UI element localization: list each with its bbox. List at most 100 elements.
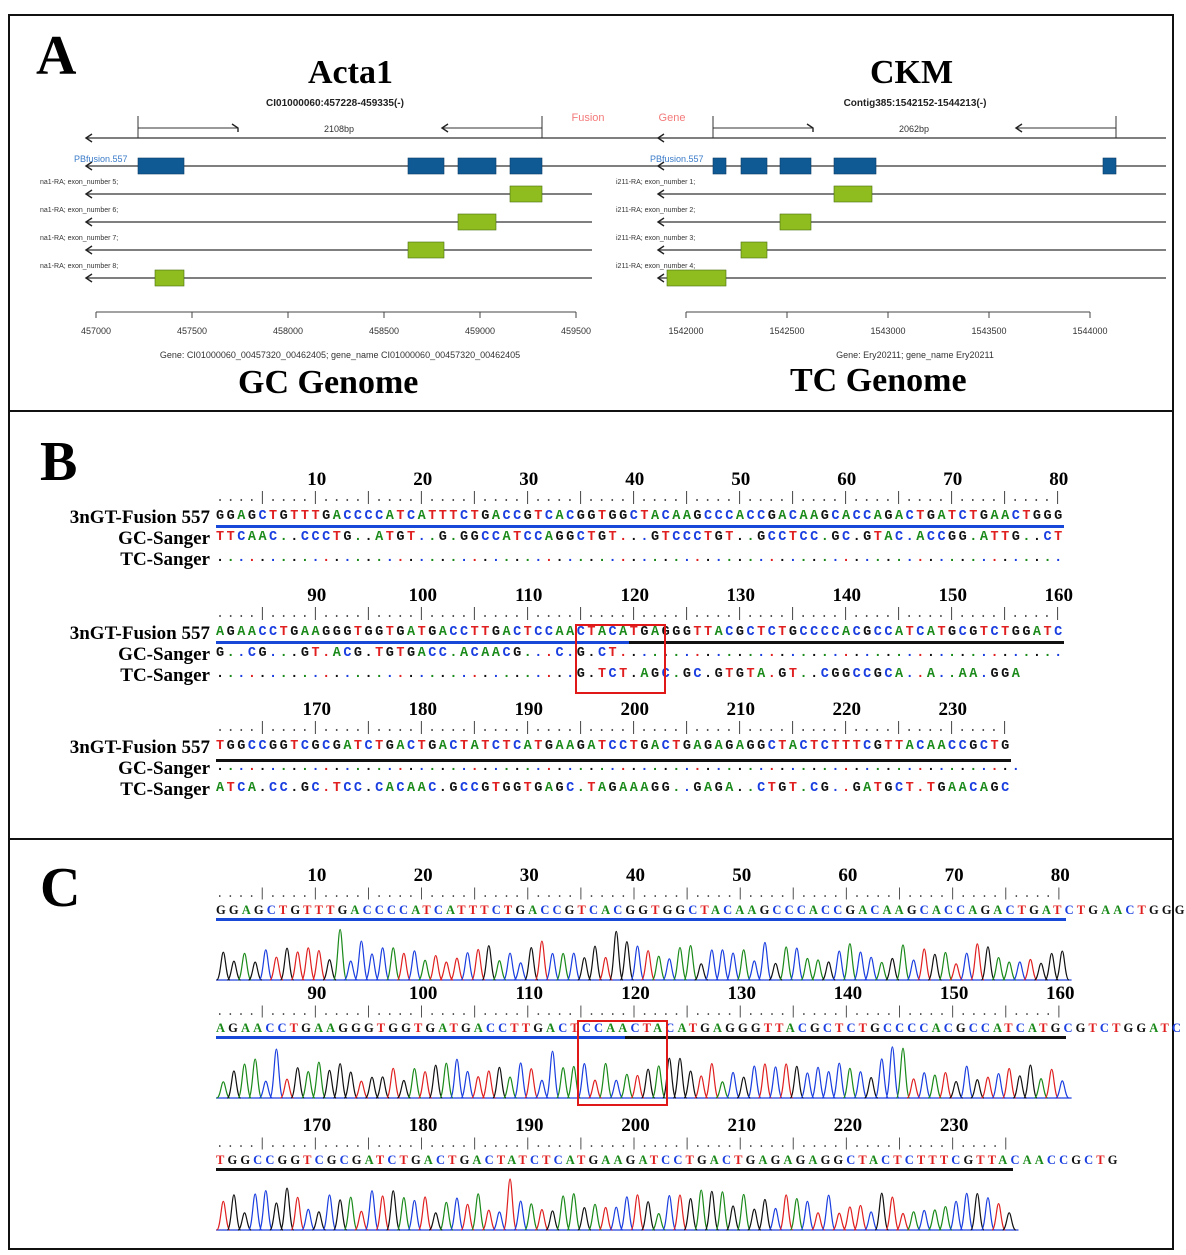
left-ref-exon [509,185,543,203]
trace-peak [885,1046,900,1099]
trace-peak [640,1068,656,1099]
trace-peak [970,1192,985,1231]
left-gene-title: Acta1 [308,54,393,91]
position-ruler: ....|....|....|....|....|....|....|....|… [216,1137,1013,1151]
right-axis-tick-label: 1542500 [769,326,804,336]
panel-letter-b: B [40,431,78,493]
trace-peak [778,946,794,981]
gc-origin-underline [216,1036,625,1039]
sequence-row-gc: ........................................… [216,760,1023,775]
position-tick-label: 220 [832,699,861,720]
trace-peak [736,1193,751,1231]
trace-peak [662,1057,677,1099]
trace-peak [757,1198,773,1231]
trace-peak [396,1079,411,1099]
trace-peak [747,1065,762,1099]
trace-peak [609,1079,624,1099]
trace-peak [237,952,252,981]
position-tick-label: 210 [727,1115,756,1136]
trace-peak [524,947,539,981]
trace-peak [354,1210,369,1231]
right-ref-exon [666,269,727,287]
trace-peak [545,952,560,981]
trace-peak [247,1193,263,1231]
trace-peak [513,962,528,981]
breakpoint-highlight-box [577,1020,669,1106]
sequence-row-fusion: TGGCCGGTCGCGATCTGACTGACTATCTCATGAAGATCCT… [216,739,1012,754]
trace-peak [577,1063,592,1099]
trace-peak [216,1081,231,1099]
trace-peak [885,1196,900,1231]
arrow-left-icon [84,273,93,283]
trace-peak [651,1213,666,1231]
position-tick-label: 200 [621,1115,650,1136]
trace-peak [322,959,337,981]
trace-peak [895,1047,911,1099]
position-tick-label: 10 [307,865,327,886]
trace-peak [492,1211,507,1231]
gc-origin-underline [216,918,1066,921]
chromatogram-trace [216,1178,1019,1231]
panel-c: C 10 20 30 40 50 60 70 80 ....|....|....|....|..… [8,838,1184,1250]
trace-peak [460,1070,475,1099]
trace-peak [375,1195,390,1231]
arrow-left-icon [656,217,665,227]
trace-peak [247,1058,263,1099]
trace-peak [704,949,720,981]
trace-peak [513,1200,528,1231]
arrow-left-icon [440,123,449,133]
trace-peak [449,1058,465,1099]
trace-peak [407,1199,422,1231]
trace-peak [736,1076,751,1099]
right-exon-label: i211-RA; exon_number 3; [616,235,695,242]
trace-peak [439,1062,454,1099]
gc-genome-title: GC Genome [238,364,419,401]
fusion-exon [740,157,768,175]
right-gene-caption: Gene: Ery20211; gene_name Ery20211 [836,350,994,360]
gc-origin-underline [216,525,1064,528]
trace-peak [736,949,751,981]
trace-peak [959,1192,974,1231]
trace-peak [757,941,773,981]
trace-peak [970,943,985,981]
trace-peak [1055,950,1070,981]
trace-peak [481,1070,496,1099]
trace-peak [800,1072,815,1099]
trace-peak [640,950,656,981]
arrow-left-icon [84,133,93,143]
trace-peak [386,1067,401,1099]
trace-peak [768,1066,783,1099]
trace-peak [407,950,422,981]
trace-peak [375,1076,390,1099]
trace-peak [896,1212,910,1231]
tc-origin-underline [216,1168,1013,1171]
right-ref-exon [833,185,873,203]
trace-peak [227,960,241,981]
trace-peak [396,1197,412,1231]
position-tick-label: 60 [837,469,857,490]
trace-peak [672,1057,688,1099]
trace-peak [1044,952,1059,981]
trace-peak [906,959,921,981]
trace-peak [332,1199,348,1231]
trace-peak [216,951,231,981]
position-tick-label: 10 [307,469,327,490]
position-ruler: ....|....|....|....|....|....|....|....|… [216,607,1065,622]
trace-peak [874,1058,889,1099]
trace-peak [832,950,847,981]
trace-peak [863,956,879,981]
trace-peak [237,1063,252,1099]
arrow-left-icon [84,189,93,199]
trace-peak [651,955,666,981]
trace-peak [981,1076,995,1099]
trace-peak [789,1198,804,1231]
chromatogram-trace [216,1046,1072,1099]
left-span-label: 2108bp [324,124,354,134]
trace-peak [503,1076,517,1099]
trace-peak [906,1078,921,1099]
trace-peak [757,1063,773,1099]
arrow-left-icon [84,245,93,255]
position-tick-label: 140 [833,983,863,1004]
right-track-label: PBfusion.557 [650,154,704,164]
arrow-left-icon [84,217,93,227]
